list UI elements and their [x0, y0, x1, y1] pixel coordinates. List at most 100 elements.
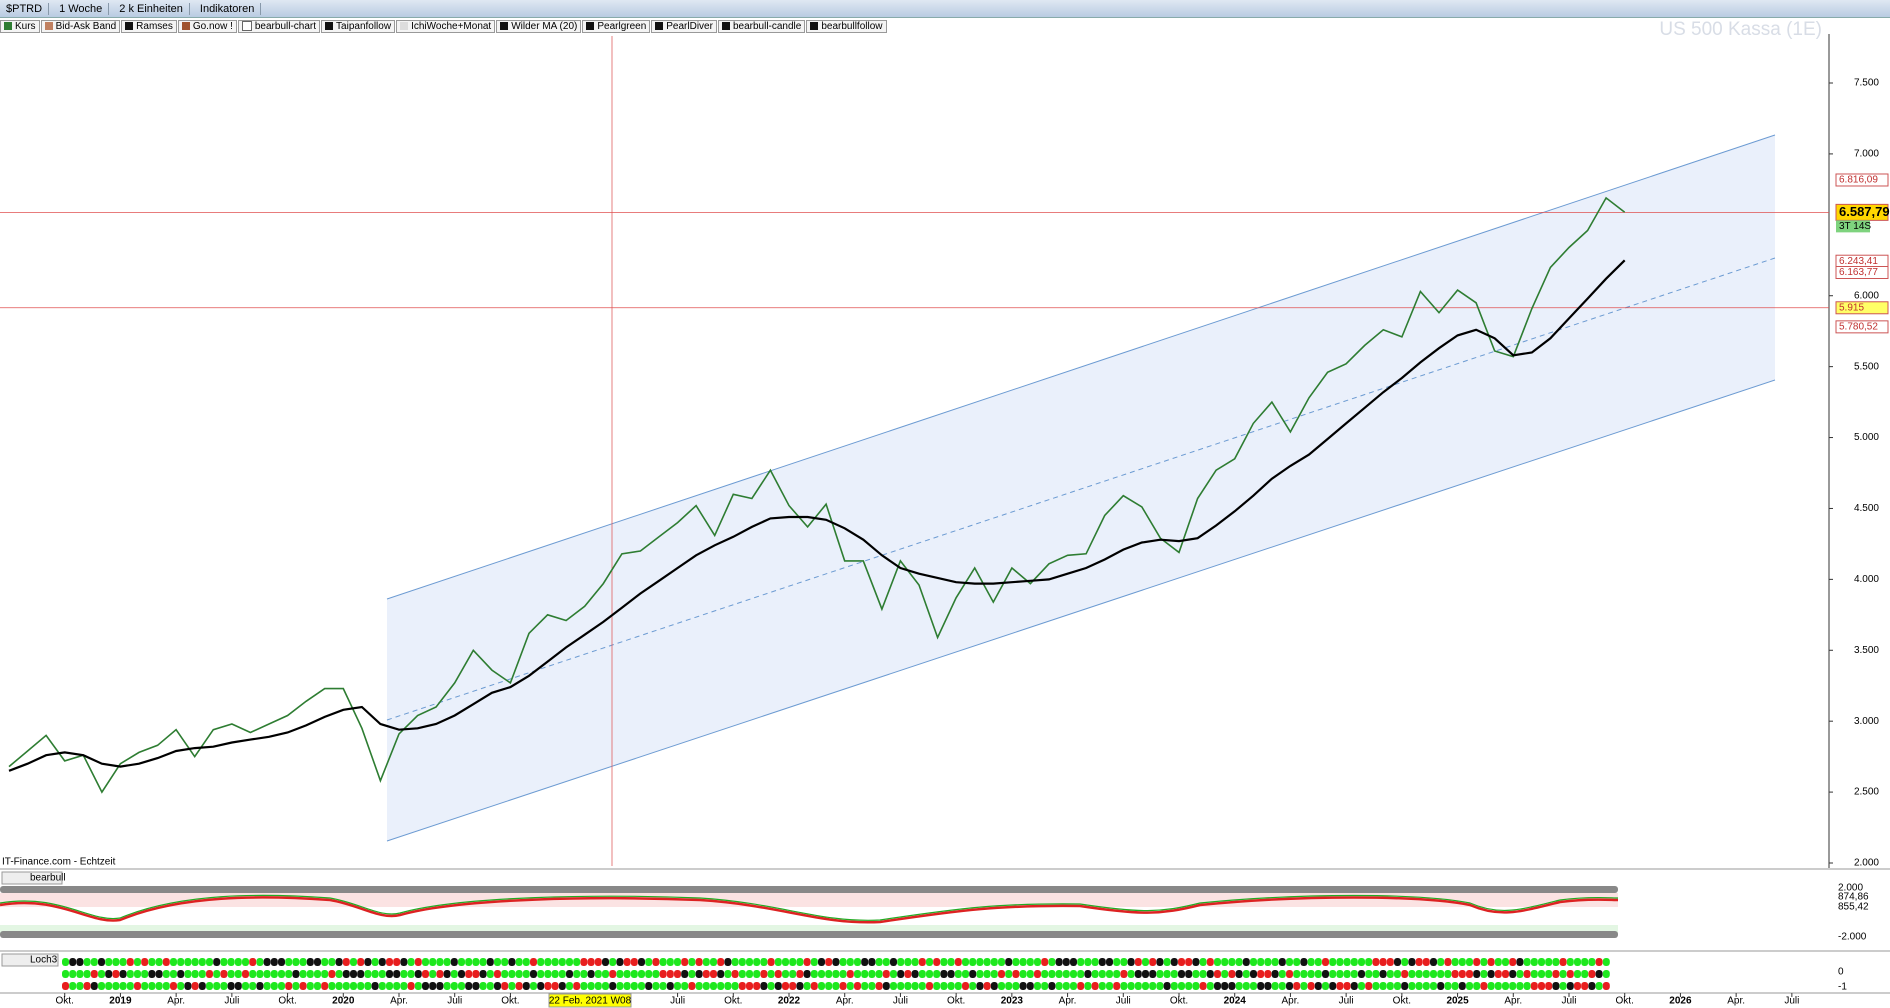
- indicators-menu[interactable]: Indikatoren: [194, 2, 262, 15]
- channel-bottom: [386, 379, 1776, 842]
- legend-item[interactable]: Go.now !: [177, 19, 237, 33]
- loch3-dot: [1307, 970, 1315, 978]
- loch3-dot: [1142, 970, 1149, 978]
- loch3-dot: [659, 958, 667, 966]
- loch3-dot: [983, 982, 991, 990]
- loch3-dot: [1120, 982, 1128, 990]
- x-tick-label: Apr.: [1282, 996, 1300, 1007]
- loch3-dot: [1206, 982, 1214, 990]
- loch3-dot: [1221, 970, 1229, 978]
- loch3-dot: [1113, 982, 1121, 990]
- cursor-date: 22 Feb. 2021 W08: [549, 996, 632, 1007]
- loch3-dot: [1084, 970, 1092, 978]
- loch3-dot: [1257, 958, 1265, 966]
- loch3-dot: [1336, 958, 1344, 966]
- price-label-box: [1835, 301, 1889, 315]
- loch3-dot: [306, 970, 314, 978]
- loch3-dot: [184, 970, 192, 978]
- x-tick-label: Apr.: [836, 996, 854, 1007]
- loch3-dot: [1530, 970, 1538, 978]
- loch3-dot: [393, 982, 401, 990]
- loch3-dot: [825, 958, 833, 966]
- loch3-dot: [465, 958, 473, 966]
- moving-average: [8, 259, 1626, 772]
- loch3-dot: [947, 970, 955, 978]
- legend-item[interactable]: Ramses: [121, 19, 177, 33]
- loch3-dot: [328, 958, 336, 966]
- loch3-dot: [710, 982, 717, 990]
- loch3-dot: [371, 958, 379, 966]
- loch3-dot: [875, 970, 883, 978]
- symbol-select[interactable]: $PTRD: [0, 2, 50, 15]
- loch3-dot: [494, 958, 501, 966]
- loch3-dot: [306, 982, 314, 990]
- legend-item[interactable]: PearlDiver: [651, 19, 717, 33]
- loch3-dot: [580, 970, 588, 978]
- legend-item[interactable]: Taipanfollow: [321, 19, 396, 33]
- loch3-dot: [1113, 958, 1121, 966]
- loch3-dot: [630, 982, 638, 990]
- loch3-dot: [1581, 982, 1589, 990]
- loch3-dot: [825, 970, 833, 978]
- period-select[interactable]: 1 Woche: [53, 2, 110, 15]
- loch3-dot: [1134, 970, 1142, 978]
- legend-item[interactable]: Bid-Ask Band: [40, 19, 121, 33]
- legend-item[interactable]: Pearlgreen: [582, 19, 651, 33]
- loch3-dot: [782, 982, 789, 990]
- loch3-dot: [602, 970, 609, 978]
- loch3-dot: [1559, 970, 1567, 978]
- units-select[interactable]: 2 k Einheiten: [113, 2, 190, 15]
- loch3-dot: [285, 982, 293, 990]
- loch3-dot: [537, 958, 545, 966]
- loch3-dot: [1250, 982, 1257, 990]
- loch3-dot: [292, 970, 300, 978]
- loch3-dot: [148, 958, 156, 966]
- loch3-dot: [602, 958, 609, 966]
- loch3-dot: [249, 958, 257, 966]
- loch3-dot: [249, 982, 257, 990]
- loch3-dot: [1278, 958, 1286, 966]
- loch3-dot: [573, 970, 581, 978]
- legend-item[interactable]: Kurs: [0, 19, 40, 33]
- loch3-dot: [292, 982, 300, 990]
- loch3-dot: [832, 970, 840, 978]
- legend-item[interactable]: Wilder MA (20): [496, 19, 582, 33]
- legend-item[interactable]: bearbull-chart: [237, 19, 321, 33]
- loch3-dot: [897, 970, 905, 978]
- indicator-line: [0, 894, 1619, 921]
- loch3-dot: [1574, 970, 1581, 978]
- loch3-dot: [1026, 970, 1034, 978]
- loch3-dot: [983, 958, 991, 966]
- x-tick-label: Okt.: [724, 996, 742, 1007]
- loch3-dot: [1055, 982, 1063, 990]
- loch3-dot: [299, 958, 307, 966]
- panel-band: [0, 886, 1618, 893]
- legend-item[interactable]: bearbullfollow: [806, 19, 887, 33]
- loch3-dot: [602, 982, 609, 990]
- loch3-dot: [1041, 982, 1049, 990]
- loch3-dot: [1178, 958, 1185, 966]
- loch3-dot: [357, 958, 365, 966]
- legend-item[interactable]: IchiWoche+Monat: [396, 19, 496, 33]
- loch3-dot: [242, 982, 249, 990]
- loch3-dot: [818, 982, 825, 990]
- loch3-dot: [1077, 958, 1085, 966]
- loch3-dot: [659, 982, 667, 990]
- loch3-dot: [328, 982, 336, 990]
- loch3-dot: [609, 958, 617, 966]
- loch3-dot: [1451, 982, 1459, 990]
- loch3-dot: [724, 982, 732, 990]
- loch3-dot: [947, 982, 955, 990]
- channel-mid: [386, 257, 1776, 721]
- loch3-dot: [1430, 970, 1437, 978]
- loch3-dot: [558, 970, 566, 978]
- legend-item[interactable]: bearbull-candle: [717, 19, 806, 33]
- loch3-dot: [105, 982, 113, 990]
- loch3-dot: [717, 958, 725, 966]
- panel-label: 855,42: [1838, 902, 1869, 913]
- loch3-dot: [587, 970, 595, 978]
- loch3-dot: [206, 970, 213, 978]
- loch3-dot: [1134, 958, 1142, 966]
- loch3-dot: [652, 958, 660, 966]
- y-tick-label: 7.500: [1854, 78, 1879, 89]
